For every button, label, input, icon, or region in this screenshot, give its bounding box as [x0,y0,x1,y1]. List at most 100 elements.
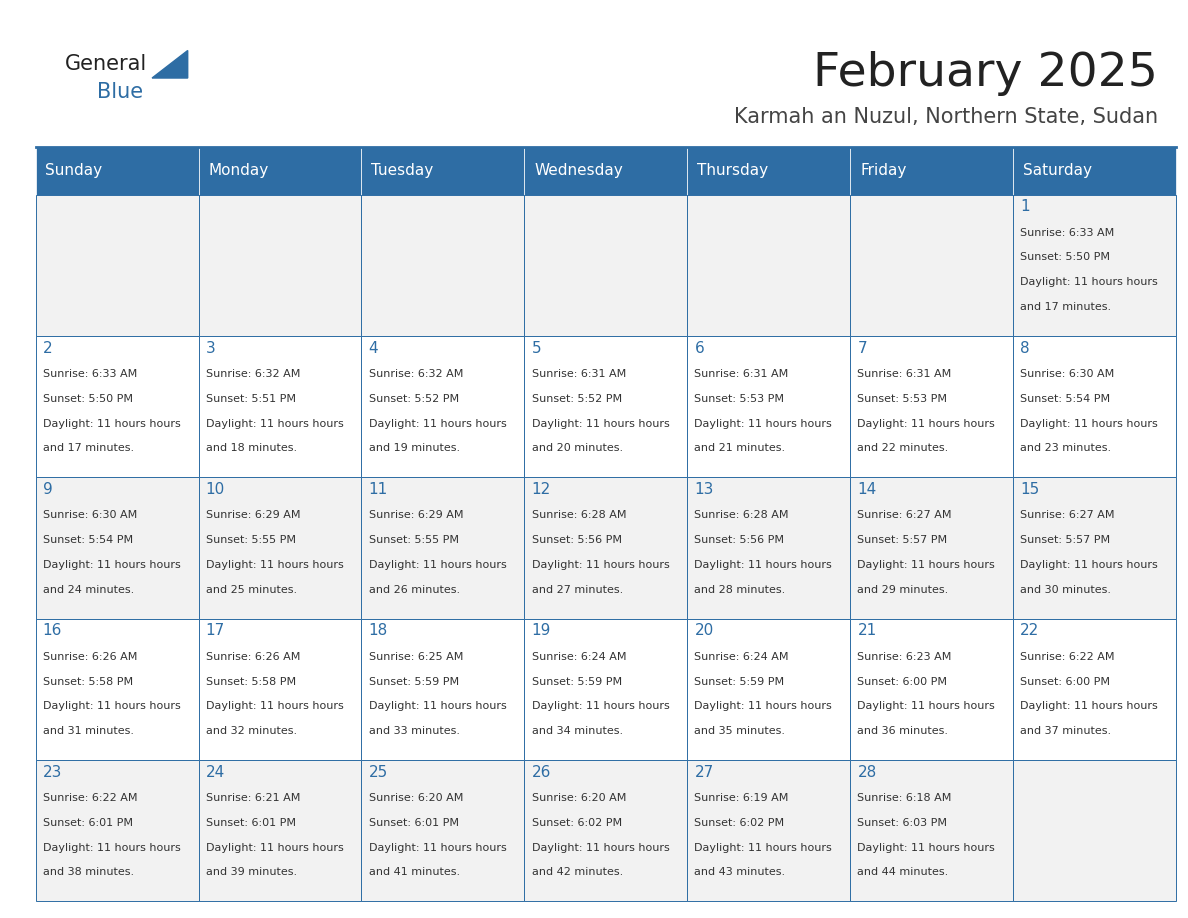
Text: and 20 minutes.: and 20 minutes. [531,443,623,453]
Text: 4: 4 [368,341,378,355]
Text: Sunset: 6:03 PM: Sunset: 6:03 PM [858,818,947,828]
FancyBboxPatch shape [36,477,198,619]
Text: Sunday: Sunday [45,163,102,178]
FancyBboxPatch shape [524,477,688,619]
Text: Daylight: 11 hours hours: Daylight: 11 hours hours [858,419,996,429]
Text: Sunset: 5:57 PM: Sunset: 5:57 PM [1020,535,1111,545]
Text: Sunrise: 6:30 AM: Sunrise: 6:30 AM [1020,369,1114,379]
FancyBboxPatch shape [851,477,1013,619]
FancyBboxPatch shape [688,477,851,619]
Text: 21: 21 [858,623,877,638]
Text: Sunrise: 6:21 AM: Sunrise: 6:21 AM [206,793,301,803]
Text: and 34 minutes.: and 34 minutes. [531,726,623,736]
FancyBboxPatch shape [36,760,198,901]
Text: Sunset: 5:53 PM: Sunset: 5:53 PM [858,394,947,404]
Text: 7: 7 [858,341,867,355]
Text: General: General [65,54,147,74]
Text: Daylight: 11 hours hours: Daylight: 11 hours hours [1020,277,1158,287]
Text: Sunrise: 6:32 AM: Sunrise: 6:32 AM [368,369,463,379]
Text: Thursday: Thursday [697,163,769,178]
FancyBboxPatch shape [36,619,198,760]
FancyBboxPatch shape [851,619,1013,760]
Text: and 41 minutes.: and 41 minutes. [368,868,460,878]
Text: 11: 11 [368,482,387,497]
Text: Tuesday: Tuesday [372,163,434,178]
Text: Sunset: 5:50 PM: Sunset: 5:50 PM [1020,252,1111,263]
Text: 20: 20 [695,623,714,638]
Text: Sunset: 6:01 PM: Sunset: 6:01 PM [43,818,133,828]
FancyBboxPatch shape [361,760,524,901]
Text: Daylight: 11 hours hours: Daylight: 11 hours hours [206,560,343,570]
Text: Sunrise: 6:27 AM: Sunrise: 6:27 AM [1020,510,1114,521]
Text: Sunrise: 6:20 AM: Sunrise: 6:20 AM [368,793,463,803]
FancyBboxPatch shape [688,619,851,760]
Text: Sunset: 6:01 PM: Sunset: 6:01 PM [206,818,296,828]
FancyBboxPatch shape [198,147,361,195]
Text: 14: 14 [858,482,877,497]
FancyBboxPatch shape [36,147,198,195]
FancyBboxPatch shape [688,147,851,195]
Text: Sunset: 5:53 PM: Sunset: 5:53 PM [695,394,784,404]
Text: and 28 minutes.: and 28 minutes. [695,585,785,595]
Text: and 33 minutes.: and 33 minutes. [368,726,460,736]
Text: 17: 17 [206,623,225,638]
Text: and 43 minutes.: and 43 minutes. [695,868,785,878]
Text: Sunset: 5:51 PM: Sunset: 5:51 PM [206,394,296,404]
Text: 3: 3 [206,341,215,355]
Text: 18: 18 [368,623,387,638]
Text: Sunrise: 6:31 AM: Sunrise: 6:31 AM [695,369,789,379]
Text: 8: 8 [1020,341,1030,355]
FancyBboxPatch shape [851,195,1013,336]
Text: Sunrise: 6:30 AM: Sunrise: 6:30 AM [43,510,137,521]
Text: Daylight: 11 hours hours: Daylight: 11 hours hours [695,701,833,711]
Text: Saturday: Saturday [1023,163,1092,178]
Text: Sunset: 5:58 PM: Sunset: 5:58 PM [43,677,133,687]
Text: 28: 28 [858,765,877,779]
Text: Sunset: 5:54 PM: Sunset: 5:54 PM [43,535,133,545]
Text: Sunset: 6:02 PM: Sunset: 6:02 PM [695,818,784,828]
Text: Sunrise: 6:24 AM: Sunrise: 6:24 AM [695,652,789,662]
Text: 5: 5 [531,341,542,355]
Text: and 38 minutes.: and 38 minutes. [43,868,134,878]
Text: Daylight: 11 hours hours: Daylight: 11 hours hours [531,843,669,853]
FancyBboxPatch shape [1013,195,1176,336]
FancyBboxPatch shape [198,760,361,901]
Text: Sunrise: 6:26 AM: Sunrise: 6:26 AM [43,652,137,662]
Text: Blue: Blue [97,82,144,102]
Text: February 2025: February 2025 [814,50,1158,96]
FancyBboxPatch shape [198,619,361,760]
Text: Sunset: 5:57 PM: Sunset: 5:57 PM [858,535,948,545]
Text: Daylight: 11 hours hours: Daylight: 11 hours hours [858,843,996,853]
Text: Sunrise: 6:20 AM: Sunrise: 6:20 AM [531,793,626,803]
Text: and 31 minutes.: and 31 minutes. [43,726,134,736]
Text: 12: 12 [531,482,551,497]
Text: Sunrise: 6:32 AM: Sunrise: 6:32 AM [206,369,301,379]
Text: and 17 minutes.: and 17 minutes. [43,443,134,453]
Text: 6: 6 [695,341,704,355]
FancyBboxPatch shape [851,760,1013,901]
FancyBboxPatch shape [361,336,524,477]
Text: Daylight: 11 hours hours: Daylight: 11 hours hours [1020,560,1158,570]
Text: and 36 minutes.: and 36 minutes. [858,726,948,736]
Text: Sunset: 5:54 PM: Sunset: 5:54 PM [1020,394,1111,404]
Text: Sunrise: 6:29 AM: Sunrise: 6:29 AM [368,510,463,521]
Text: Daylight: 11 hours hours: Daylight: 11 hours hours [531,701,669,711]
Text: Sunrise: 6:28 AM: Sunrise: 6:28 AM [695,510,789,521]
Text: 27: 27 [695,765,714,779]
Text: and 35 minutes.: and 35 minutes. [695,726,785,736]
Text: Sunrise: 6:25 AM: Sunrise: 6:25 AM [368,652,463,662]
Text: Sunrise: 6:28 AM: Sunrise: 6:28 AM [531,510,626,521]
FancyBboxPatch shape [688,760,851,901]
Text: and 23 minutes.: and 23 minutes. [1020,443,1112,453]
Text: Sunset: 5:56 PM: Sunset: 5:56 PM [531,535,621,545]
Text: 19: 19 [531,623,551,638]
Text: 24: 24 [206,765,225,779]
Text: Daylight: 11 hours hours: Daylight: 11 hours hours [43,560,181,570]
Text: Daylight: 11 hours hours: Daylight: 11 hours hours [206,701,343,711]
Text: 26: 26 [531,765,551,779]
Text: Sunset: 5:55 PM: Sunset: 5:55 PM [368,535,459,545]
Text: and 39 minutes.: and 39 minutes. [206,868,297,878]
Text: Sunset: 5:56 PM: Sunset: 5:56 PM [695,535,784,545]
Text: and 37 minutes.: and 37 minutes. [1020,726,1112,736]
Text: 23: 23 [43,765,62,779]
